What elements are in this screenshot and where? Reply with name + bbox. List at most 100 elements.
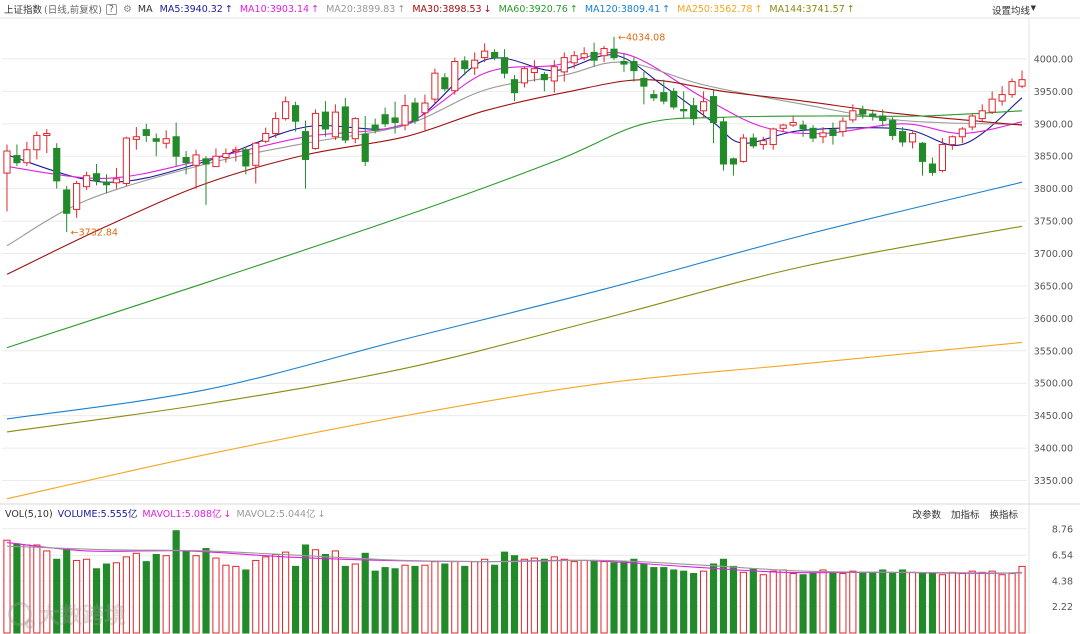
volume-bar[interactable]: [421, 564, 429, 634]
candle-body[interactable]: [918, 142, 927, 162]
candle-body[interactable]: [739, 137, 747, 162]
candle-body[interactable]: [272, 118, 280, 135]
candle-body[interactable]: [550, 66, 558, 82]
volume-bar[interactable]: [540, 558, 548, 634]
candle-body[interactable]: [620, 61, 628, 65]
candle-body[interactable]: [122, 137, 130, 184]
volume-bar[interactable]: [252, 559, 260, 634]
volume-bar[interactable]: [202, 548, 210, 634]
volume-bar[interactable]: [998, 574, 1006, 634]
candle-body[interactable]: [958, 128, 966, 138]
volume-bar[interactable]: [799, 574, 807, 634]
volume-bar[interactable]: [1008, 573, 1016, 634]
volume-bar[interactable]: [570, 561, 578, 634]
candle-body[interactable]: [650, 94, 658, 99]
candle-body[interactable]: [590, 51, 598, 61]
candle-body[interactable]: [282, 101, 290, 120]
volume-bar[interactable]: [610, 562, 618, 634]
candle-body[interactable]: [222, 153, 230, 159]
candle-body[interactable]: [540, 73, 548, 81]
volume-bar[interactable]: [331, 550, 339, 634]
volume-bar[interactable]: [122, 556, 130, 634]
candle-body[interactable]: [560, 57, 568, 73]
volume-bar[interactable]: [461, 565, 469, 634]
volume-bar[interactable]: [510, 555, 519, 634]
volume-bar[interactable]: [520, 558, 529, 634]
volume-bar[interactable]: [471, 561, 479, 634]
candle-body[interactable]: [709, 96, 718, 123]
volume-bar[interactable]: [351, 563, 359, 634]
add-indicator-button[interactable]: 加指标: [950, 510, 980, 521]
candle-body[interactable]: [13, 155, 21, 164]
volume-bar[interactable]: [719, 558, 728, 634]
candle-body[interactable]: [311, 112, 320, 149]
candle-body[interactable]: [252, 142, 260, 166]
candle-body[interactable]: [112, 178, 121, 184]
candle-body[interactable]: [92, 173, 101, 182]
candle-body[interactable]: [759, 140, 767, 146]
candle-body[interactable]: [291, 105, 300, 122]
change-indicator-button[interactable]: 换指标: [989, 510, 1018, 521]
candle-body[interactable]: [142, 129, 150, 136]
volume-bar[interactable]: [630, 558, 638, 634]
candle-body[interactable]: [182, 157, 190, 164]
candle-body[interactable]: [53, 147, 61, 182]
volume-bar[interactable]: [839, 573, 847, 634]
volume-bar[interactable]: [102, 563, 111, 634]
help-icon[interactable]: ?: [105, 3, 117, 15]
candle-body[interactable]: [799, 124, 807, 130]
candle-body[interactable]: [431, 72, 439, 100]
volume-bar[interactable]: [958, 573, 966, 634]
candle-body[interactable]: [3, 150, 11, 174]
candle-body[interactable]: [849, 110, 857, 121]
volume-bar[interactable]: [600, 561, 608, 634]
volume-bar[interactable]: [968, 570, 976, 634]
candle-body[interactable]: [351, 118, 359, 140]
volume-bar[interactable]: [361, 552, 369, 634]
caret-down-icon[interactable]: ▼: [1030, 4, 1036, 12]
candle-body[interactable]: [73, 182, 81, 210]
volume-layer[interactable]: [3, 530, 1026, 634]
index-title[interactable]: 上证指数: [4, 5, 43, 16]
candle-body[interactable]: [570, 55, 578, 64]
candle-body[interactable]: [23, 149, 31, 164]
volume-bar[interactable]: [699, 570, 708, 634]
volume-bar[interactable]: [590, 559, 598, 634]
volume-bar[interactable]: [869, 571, 877, 634]
candle-body[interactable]: [938, 144, 946, 171]
candle-body[interactable]: [580, 53, 588, 59]
candle-body[interactable]: [491, 51, 499, 59]
volume-bar[interactable]: [73, 559, 81, 634]
volume-bar[interactable]: [53, 558, 61, 634]
volume-bar[interactable]: [670, 569, 678, 634]
volume-bar[interactable]: [381, 567, 389, 634]
settings-gear-icon[interactable]: ⚙: [122, 3, 132, 15]
volume-bar[interactable]: [709, 563, 718, 634]
volume-bar[interactable]: [948, 571, 956, 634]
candle-body[interactable]: [839, 120, 847, 133]
candle-body[interactable]: [63, 189, 71, 214]
volume-bar[interactable]: [152, 553, 160, 634]
volume-bar[interactable]: [908, 571, 917, 634]
candle-body[interactable]: [371, 124, 379, 131]
volume-bar[interactable]: [272, 553, 280, 634]
volume-bar[interactable]: [83, 558, 91, 634]
volume-bar[interactable]: [938, 574, 946, 634]
candle-body[interactable]: [361, 133, 369, 162]
volume-bar[interactable]: [441, 563, 449, 634]
candle-body[interactable]: [789, 121, 797, 126]
volume-bar[interactable]: [829, 571, 837, 634]
volume-bar[interactable]: [33, 544, 41, 634]
candle-body[interactable]: [262, 133, 270, 142]
volume-bar[interactable]: [132, 552, 140, 634]
candle-body[interactable]: [500, 57, 509, 74]
candle-body[interactable]: [610, 48, 618, 59]
volume-bar[interactable]: [92, 568, 101, 634]
volume-bar[interactable]: [481, 558, 489, 634]
volume-bar[interactable]: [550, 556, 558, 634]
volume-bar[interactable]: [560, 558, 568, 634]
candle-body[interactable]: [530, 68, 538, 74]
candle-body[interactable]: [600, 48, 608, 57]
candle-body[interactable]: [162, 138, 170, 144]
candle-body[interactable]: [1008, 81, 1016, 96]
